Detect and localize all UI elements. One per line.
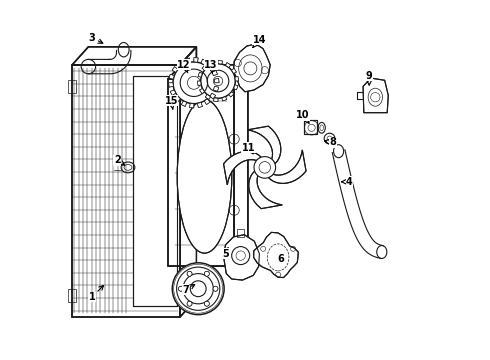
Text: 1: 1 bbox=[89, 285, 103, 302]
Polygon shape bbox=[168, 79, 234, 266]
Text: 3: 3 bbox=[89, 33, 103, 43]
Text: 7: 7 bbox=[182, 285, 195, 295]
Polygon shape bbox=[249, 171, 282, 209]
Circle shape bbox=[187, 271, 192, 276]
Polygon shape bbox=[212, 70, 218, 76]
Polygon shape bbox=[185, 58, 190, 63]
Polygon shape bbox=[225, 63, 231, 67]
Polygon shape bbox=[231, 68, 237, 73]
Polygon shape bbox=[174, 96, 180, 102]
Polygon shape bbox=[207, 63, 213, 69]
Polygon shape bbox=[168, 65, 248, 79]
Circle shape bbox=[172, 263, 224, 315]
Polygon shape bbox=[210, 93, 216, 99]
Text: 13: 13 bbox=[204, 60, 218, 73]
Polygon shape bbox=[198, 72, 202, 77]
Polygon shape bbox=[214, 86, 219, 91]
Polygon shape bbox=[223, 151, 261, 185]
Polygon shape bbox=[180, 47, 196, 317]
Polygon shape bbox=[218, 60, 222, 64]
Polygon shape bbox=[204, 99, 210, 105]
Polygon shape bbox=[168, 79, 234, 266]
Polygon shape bbox=[181, 101, 187, 107]
Polygon shape bbox=[172, 67, 178, 72]
Text: 4: 4 bbox=[342, 177, 353, 187]
Polygon shape bbox=[215, 78, 219, 83]
Polygon shape bbox=[233, 44, 270, 92]
Circle shape bbox=[204, 301, 209, 306]
Text: 8: 8 bbox=[324, 137, 337, 147]
Polygon shape bbox=[190, 103, 194, 108]
Text: 14: 14 bbox=[253, 35, 266, 48]
Ellipse shape bbox=[324, 133, 335, 144]
Ellipse shape bbox=[177, 100, 232, 253]
Polygon shape bbox=[199, 89, 204, 94]
Polygon shape bbox=[202, 65, 207, 70]
Text: 15: 15 bbox=[165, 96, 178, 109]
Polygon shape bbox=[254, 232, 298, 278]
Circle shape bbox=[173, 62, 215, 104]
Polygon shape bbox=[234, 65, 248, 266]
Polygon shape bbox=[235, 76, 239, 81]
Text: 6: 6 bbox=[278, 254, 284, 264]
Text: 2: 2 bbox=[114, 155, 124, 165]
Polygon shape bbox=[223, 235, 259, 280]
Text: 5: 5 bbox=[222, 248, 228, 259]
Text: 11: 11 bbox=[242, 143, 255, 154]
Polygon shape bbox=[234, 85, 238, 90]
Polygon shape bbox=[169, 83, 173, 87]
Circle shape bbox=[187, 301, 192, 306]
Polygon shape bbox=[229, 92, 234, 97]
Polygon shape bbox=[197, 81, 201, 86]
Polygon shape bbox=[209, 61, 214, 66]
Circle shape bbox=[178, 286, 183, 291]
Polygon shape bbox=[169, 74, 174, 79]
Polygon shape bbox=[197, 103, 202, 108]
Text: 9: 9 bbox=[366, 71, 372, 85]
Polygon shape bbox=[178, 61, 183, 67]
Polygon shape bbox=[72, 47, 196, 65]
Polygon shape bbox=[269, 150, 306, 184]
Polygon shape bbox=[205, 95, 211, 99]
Polygon shape bbox=[222, 96, 227, 101]
Polygon shape bbox=[72, 65, 180, 317]
Polygon shape bbox=[247, 126, 281, 164]
Circle shape bbox=[254, 157, 275, 178]
Circle shape bbox=[213, 286, 218, 291]
Polygon shape bbox=[363, 78, 388, 113]
Polygon shape bbox=[201, 59, 206, 65]
Circle shape bbox=[204, 271, 209, 276]
Polygon shape bbox=[194, 58, 198, 62]
Circle shape bbox=[201, 64, 235, 98]
Text: 12: 12 bbox=[177, 60, 191, 73]
Polygon shape bbox=[214, 98, 218, 102]
Text: 10: 10 bbox=[296, 110, 309, 123]
Polygon shape bbox=[170, 90, 176, 95]
Polygon shape bbox=[304, 120, 317, 134]
Polygon shape bbox=[133, 76, 176, 306]
